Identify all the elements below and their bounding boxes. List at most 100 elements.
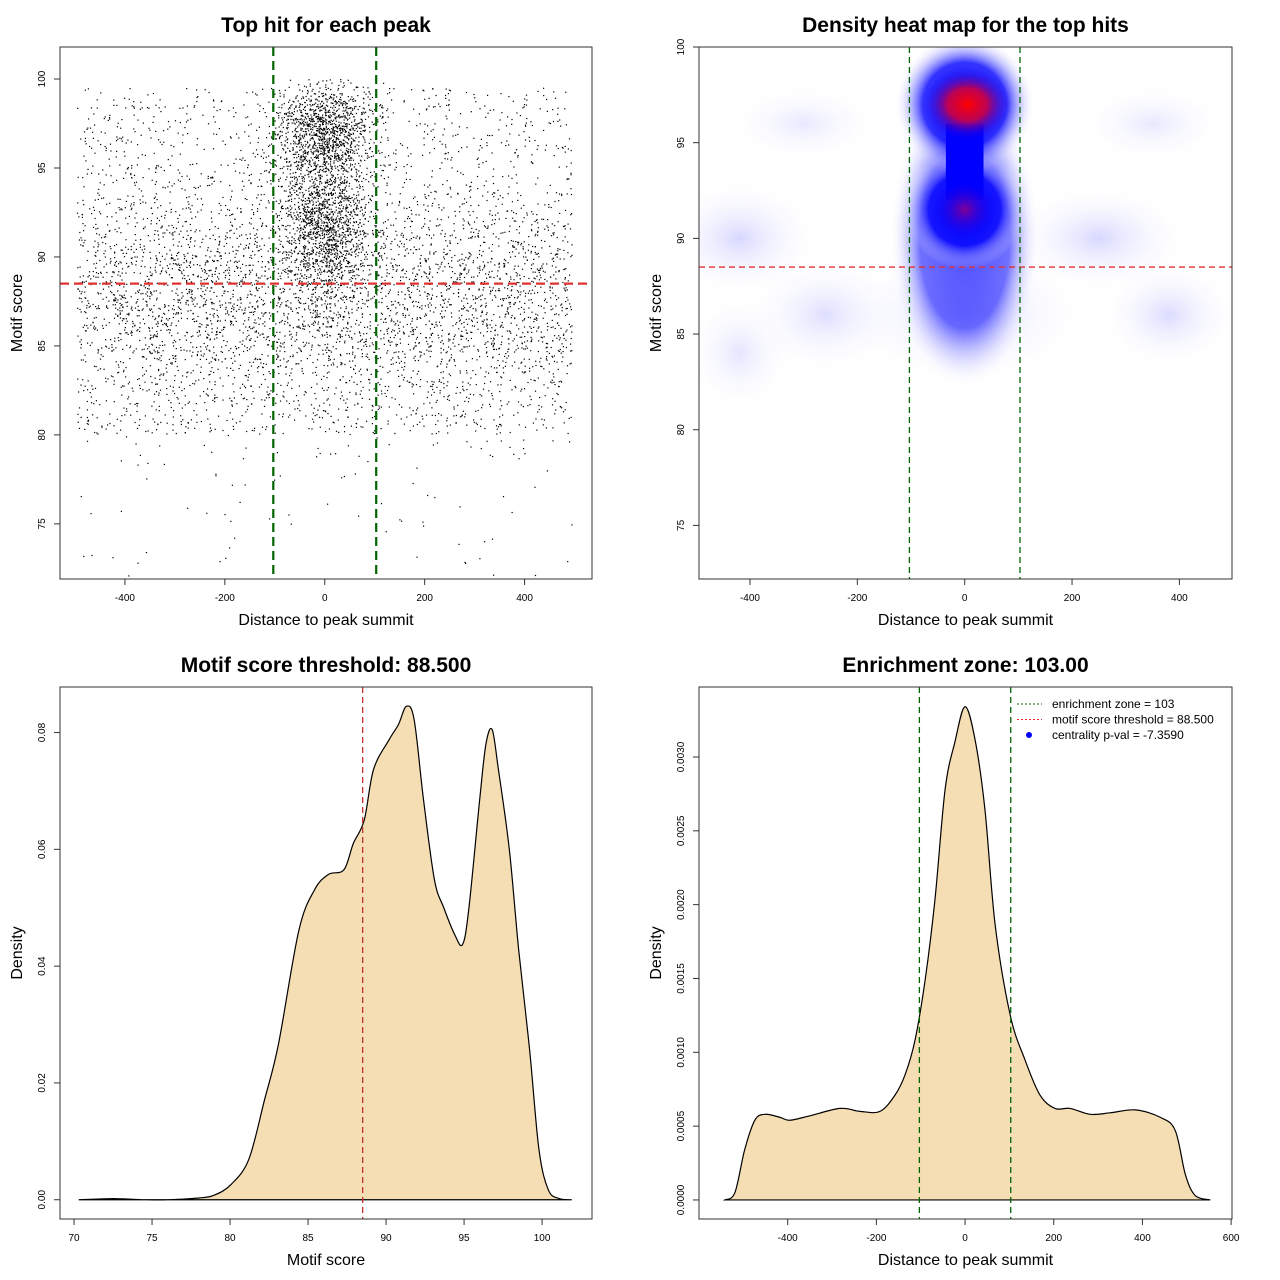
scatter-point — [396, 414, 398, 416]
scatter-point — [332, 189, 334, 191]
scatter-point — [429, 184, 431, 186]
scatter-point — [256, 229, 258, 231]
scatter-point — [341, 210, 343, 212]
scatter-point — [166, 325, 169, 328]
scatter-point — [447, 301, 449, 303]
scatter-point — [443, 258, 445, 260]
scatter-point — [404, 249, 407, 251]
scatter-point — [374, 176, 376, 178]
scatter-point — [441, 310, 443, 312]
scatter-point — [524, 453, 526, 455]
scatter-point — [174, 360, 177, 363]
scatter-point — [395, 361, 397, 363]
scatter-point — [563, 269, 565, 271]
scatter-point — [137, 119, 139, 121]
scatter-point — [431, 294, 434, 296]
scatter-point — [158, 315, 160, 317]
scatter-point — [207, 337, 209, 339]
scatter-point — [390, 262, 392, 264]
scatter-point — [557, 322, 559, 324]
scatter-point — [380, 164, 382, 166]
scatter-point — [217, 248, 219, 250]
scatter-point — [95, 262, 98, 264]
scatter-point — [417, 407, 419, 409]
scatter-point — [282, 262, 284, 264]
scatter-point — [343, 327, 345, 329]
scatter-point — [261, 413, 263, 415]
scatter-point — [491, 214, 493, 216]
scatter-point — [125, 172, 127, 174]
scatter-point — [372, 297, 374, 299]
scatter-point — [82, 245, 84, 247]
scatter-point — [326, 331, 328, 333]
scatter-point — [406, 416, 408, 418]
scatter-point — [363, 91, 365, 93]
scatter-point — [142, 228, 145, 230]
scatter-point — [162, 267, 164, 269]
scatter-point — [230, 357, 232, 359]
scatter-point — [485, 273, 487, 275]
scatter-point — [310, 221, 313, 223]
scatter-point — [307, 324, 309, 326]
scatter-point — [185, 220, 187, 223]
scatter-point — [235, 348, 238, 350]
scatter-point — [93, 327, 95, 329]
scatter-point — [518, 308, 520, 310]
scatter-point — [563, 333, 565, 335]
scatter-point — [386, 389, 389, 392]
scatter-point — [130, 205, 132, 207]
scatter-point — [304, 344, 306, 346]
scatter-point — [453, 359, 455, 361]
scatter-point — [147, 94, 149, 96]
scatter-point — [87, 342, 89, 344]
scatter-point — [300, 350, 302, 353]
scatter-point — [129, 347, 131, 349]
scatter-point — [534, 251, 536, 254]
scatter-point — [104, 256, 106, 258]
scatter-point — [410, 323, 412, 325]
scatter-point — [312, 224, 314, 226]
scatter-point — [219, 306, 222, 308]
scatter-point — [412, 329, 414, 331]
scatter-point — [324, 410, 326, 412]
scatter-point — [423, 271, 425, 273]
scatter-point — [435, 263, 437, 265]
scatter-point — [164, 187, 166, 189]
scatter-point — [370, 109, 372, 111]
scatter-point — [99, 358, 102, 360]
scatter-point — [450, 277, 452, 279]
scatter-point — [326, 399, 328, 401]
scatter-point — [144, 154, 146, 156]
scatter-point — [518, 134, 520, 136]
scatter-point — [166, 229, 168, 231]
scatter-point — [146, 291, 148, 293]
scatter-point — [412, 329, 414, 331]
scatter-point — [97, 140, 99, 142]
scatter-point — [268, 101, 270, 103]
scatter-point — [447, 216, 450, 218]
scatter-point — [293, 293, 295, 295]
scatter-point — [464, 307, 466, 309]
scatter-point — [186, 88, 188, 90]
scatter-point — [389, 370, 391, 372]
scatter-point — [299, 327, 301, 329]
scatter-point — [447, 432, 449, 434]
scatter-point — [443, 248, 445, 250]
scatter-point — [300, 110, 302, 112]
scatter-point — [200, 276, 202, 278]
scatter-point — [360, 368, 362, 370]
scatter-point — [416, 305, 418, 308]
scatter-point — [125, 142, 127, 144]
scatter-point — [90, 396, 92, 398]
scatter-point — [446, 417, 448, 419]
scatter-point — [362, 189, 364, 191]
plot-area — [60, 47, 592, 579]
scatter-point — [449, 266, 451, 268]
scatter-point — [219, 561, 221, 563]
scatter-point — [227, 375, 230, 377]
scatter-point — [493, 277, 495, 279]
scatter-point — [172, 386, 174, 388]
scatter-point — [349, 272, 351, 274]
scatter-point — [272, 225, 274, 227]
scatter-point — [206, 260, 208, 262]
